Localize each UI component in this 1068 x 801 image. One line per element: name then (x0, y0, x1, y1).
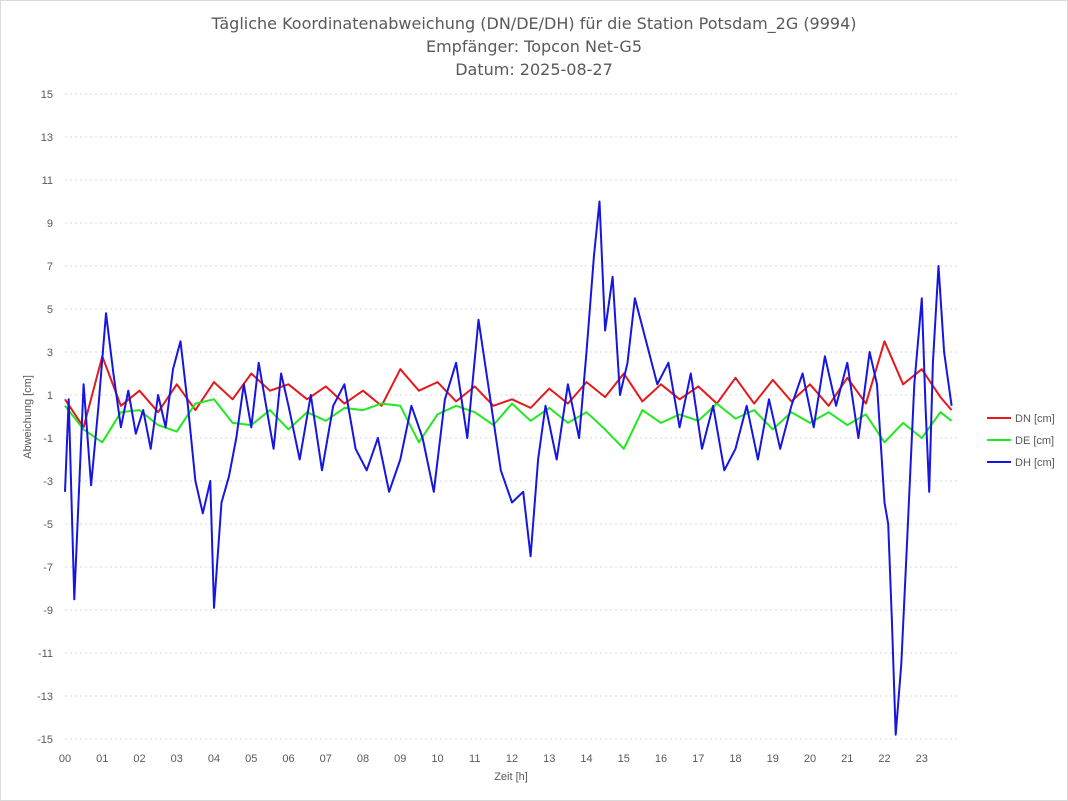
y-tick-label: -11 (38, 648, 53, 660)
x-tick-label: 05 (245, 753, 257, 765)
y-tick-label: 5 (47, 304, 53, 316)
y-tick-label: -5 (43, 519, 53, 531)
y-axis-label: Abweichung [cm] (22, 375, 34, 459)
chart-title-line-3: Datum: 2025-08-27 (455, 60, 613, 79)
x-tick-label: 21 (841, 753, 853, 765)
y-tick-labels: 15 13 11 9 7 5 3 1 -1 -3 -5 -7 -9 -11 -13 -15 (37, 89, 53, 746)
x-tick-label: 12 (506, 753, 518, 765)
x-tick-label: 09 (394, 753, 406, 765)
x-tick-label: 11 (469, 753, 480, 765)
y-tick-label: 7 (47, 261, 53, 273)
x-tick-label: 03 (171, 753, 183, 765)
series-line-dn (64, 340, 953, 429)
x-tick-label: 02 (133, 753, 145, 765)
y-tick-label: 1 (47, 390, 53, 402)
x-tick-label: 22 (878, 753, 890, 765)
x-tick-label: 00 (59, 753, 71, 765)
x-tick-label: 16 (655, 753, 667, 765)
x-tick-label: 14 (580, 753, 592, 765)
x-tick-label: 08 (357, 753, 369, 765)
legend-entry: DH [cm] (1015, 457, 1055, 469)
data-series (64, 200, 953, 736)
x-tick-label: 01 (96, 753, 108, 765)
series-line-dh (64, 200, 953, 736)
y-tick-label: -13 (37, 691, 53, 703)
x-tick-label: 19 (767, 753, 779, 765)
x-tick-label: 20 (804, 753, 816, 765)
chart-title-line-1: Tägliche Koordinatenabweichung (DN/DE/DH… (210, 14, 856, 34)
x-tick-label: 17 (692, 753, 704, 765)
y-tick-label: -7 (43, 562, 53, 574)
y-tick-label: -9 (43, 605, 53, 617)
x-tick-label: 10 (431, 753, 443, 765)
y-tick-label: 13 (41, 132, 53, 144)
series-line-de (64, 398, 953, 450)
chart-title-line-2: Empfänger: Topcon Net-G5 (426, 37, 642, 56)
y-tick-label: -3 (43, 476, 53, 488)
x-tick-label: 13 (543, 753, 555, 765)
x-tick-label: 07 (320, 753, 332, 765)
x-tick-label: 15 (618, 753, 630, 765)
legend: DN [cm] DE [cm] DH [cm] (987, 413, 1055, 469)
y-tick-label: -1 (43, 433, 53, 445)
x-tick-label: 18 (729, 753, 741, 765)
x-axis-label: Zeit [h] (494, 771, 528, 783)
legend-entry: DE [cm] (1015, 435, 1054, 447)
gridlines (65, 93, 959, 740)
y-tick-label: 9 (47, 218, 53, 230)
y-tick-label: 3 (47, 347, 53, 359)
y-tick-label: 15 (41, 89, 53, 101)
legend-entry: DN [cm] (1015, 413, 1055, 425)
x-tick-labels: 00 01 02 03 04 05 06 07 08 09 10 11 12 13 14 15 16 17 18 19… (59, 753, 928, 765)
y-tick-label: 11 (42, 175, 53, 187)
x-tick-label: 04 (208, 753, 220, 765)
y-tick-label: -15 (37, 734, 53, 746)
x-tick-label: 06 (282, 753, 294, 765)
x-tick-label: 23 (916, 753, 928, 765)
